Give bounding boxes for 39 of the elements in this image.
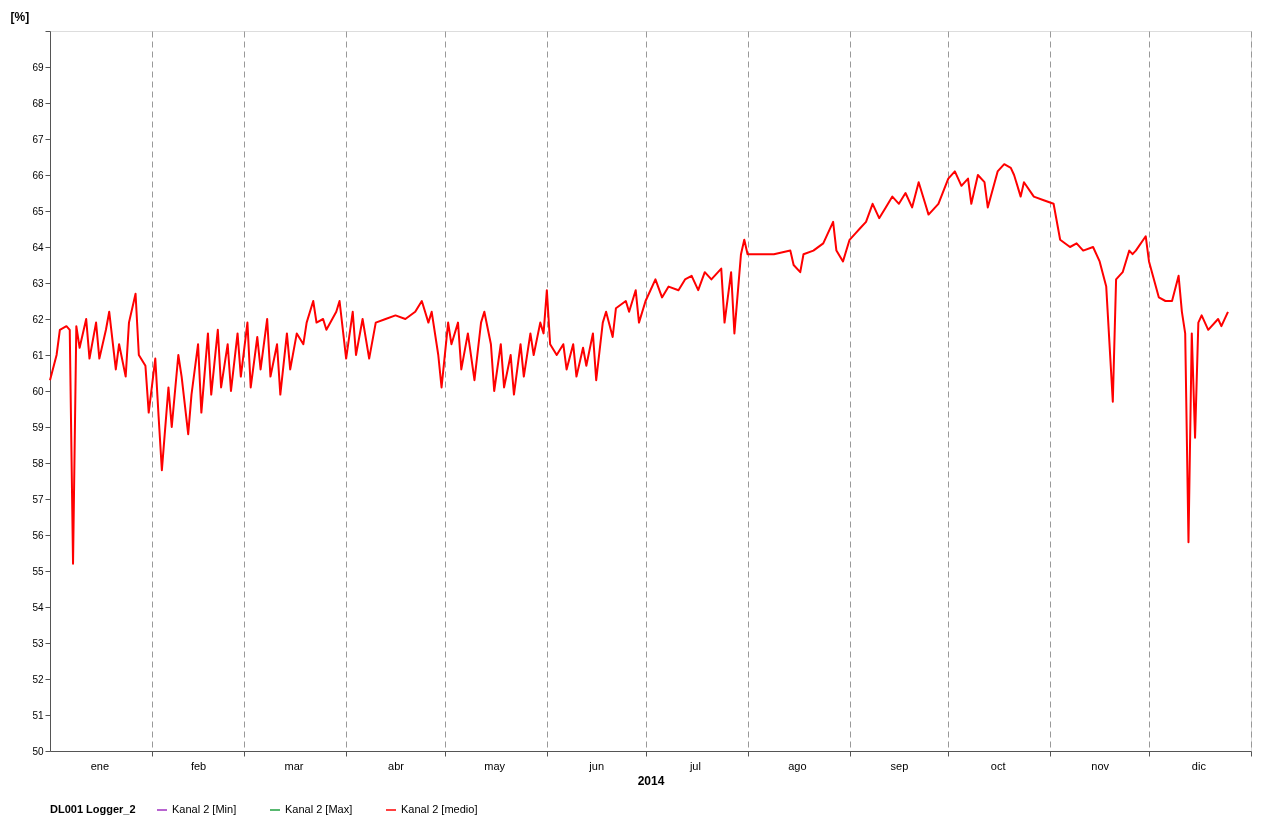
legend-label: Kanal 2 [medio] xyxy=(401,803,478,815)
x-tick-label: jul xyxy=(688,759,701,772)
y-tick-label: 52 xyxy=(32,673,44,685)
y-axis-title: [%] xyxy=(10,9,30,24)
x-tick-label: ago xyxy=(788,759,807,772)
y-tick-label: 57 xyxy=(32,493,44,505)
y-tick-label: 60 xyxy=(32,385,44,397)
y-tick-label: 61 xyxy=(32,349,44,361)
x-tick-label: feb xyxy=(190,759,207,772)
x-tick-label: mar xyxy=(284,759,304,772)
y-tick-label: 53 xyxy=(32,637,44,649)
x-tick-label: sep xyxy=(890,759,909,772)
y-tick-label: 69 xyxy=(32,61,44,73)
x-tick-label: nov xyxy=(1091,759,1110,772)
x-tick-label: ene xyxy=(90,759,110,772)
y-tick-label: 68 xyxy=(32,97,44,109)
y-tick-label: 59 xyxy=(32,421,44,433)
y-tick-label: 56 xyxy=(32,529,44,541)
y-tick-label: 66 xyxy=(32,169,44,181)
y-tick-label: 65 xyxy=(32,205,44,217)
x-tick-label: abr xyxy=(388,759,405,772)
y-tick-label: 63 xyxy=(32,277,44,289)
legend-label: Kanal 2 [Min] xyxy=(172,803,237,815)
y-tick-label: 58 xyxy=(32,457,44,469)
x-tick-label: dic xyxy=(1191,759,1207,772)
legend-label: Kanal 2 [Max] xyxy=(285,803,353,815)
y-tick-label: 62 xyxy=(32,313,44,325)
y-tick-label: 51 xyxy=(32,709,44,721)
line-series xyxy=(49,163,1229,565)
x-tick-label: oct xyxy=(990,759,1006,772)
y-tick-label: 55 xyxy=(32,565,44,577)
y-tick-label: 64 xyxy=(32,241,44,253)
x-axis-title: 2014 xyxy=(637,773,665,788)
y-tick-label: 54 xyxy=(32,601,44,613)
y-tick-label: 67 xyxy=(32,133,44,145)
x-tick-label: may xyxy=(484,759,506,772)
legend-title: DL001 Logger_2 xyxy=(50,803,136,815)
x-tick-label: jun xyxy=(588,759,605,772)
y-tick-label: 50 xyxy=(32,745,44,757)
